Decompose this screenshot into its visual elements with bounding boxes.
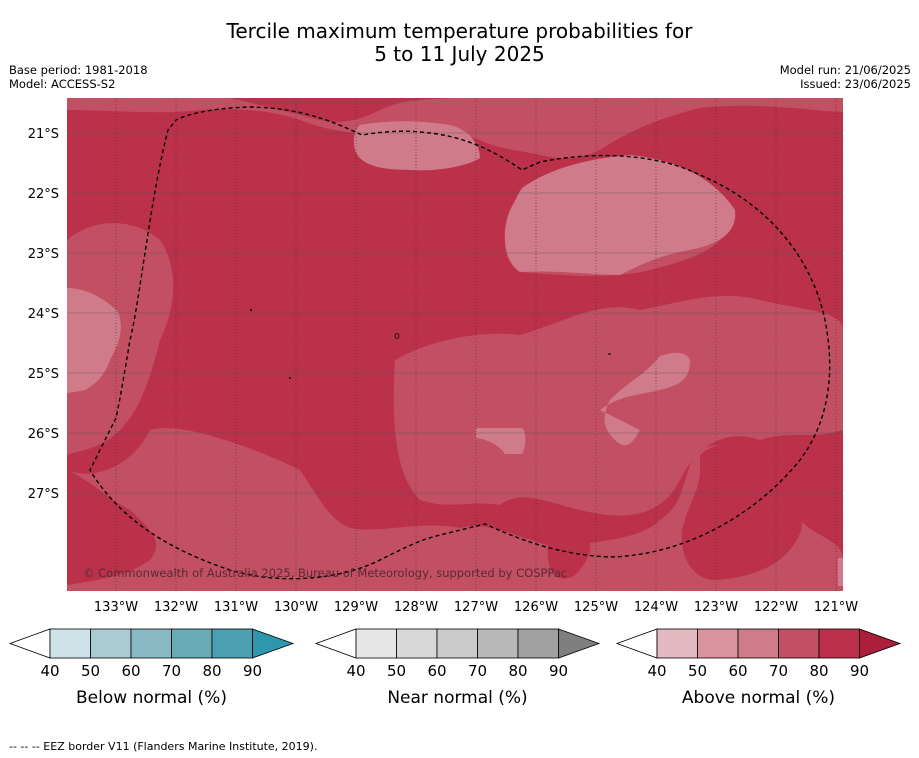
field-above-70-south: [67, 428, 843, 591]
colorbar-segment: [778, 628, 820, 659]
colorbar-segment: [355, 628, 397, 659]
colorbar-segment: [656, 628, 698, 659]
lon-label: 123°W: [694, 600, 738, 615]
field-above-70-west: [67, 223, 174, 455]
lon-label: 126°W: [514, 600, 558, 615]
colorbar-tick: 90: [850, 662, 869, 680]
colorbar-tick: 50: [688, 662, 707, 680]
field-above-80-sw: [67, 470, 157, 585]
lat-label: 22°S: [28, 187, 59, 202]
lat-label: 25°S: [28, 367, 59, 382]
lon-label: 132°W: [154, 600, 198, 615]
latitude-labels: 21°S 22°S 23°S 24°S 25°S 26°S 27°S: [28, 127, 59, 502]
field-above-60-west: [67, 288, 121, 393]
lon-label: 122°W: [754, 600, 798, 615]
lon-label: 130°W: [274, 600, 318, 615]
island-marker: [250, 309, 252, 311]
colorbar-segment: [436, 628, 478, 659]
issued-text: Issued: 23/06/2025: [800, 77, 911, 91]
lon-label: 124°W: [634, 600, 678, 615]
colorbar-extend-low: [8, 628, 51, 659]
field-above-70-center: [393, 295, 843, 516]
colorbar-tick: 40: [647, 662, 666, 680]
island-marker: [289, 377, 291, 379]
chart-title: Tercile maximum temperature probabilitie…: [0, 20, 919, 66]
lon-label: 133°W: [94, 600, 138, 615]
lat-label: 24°S: [28, 307, 59, 322]
colorbar-segment: [737, 628, 779, 659]
colorbar-extend-high: [558, 628, 601, 659]
colorbar-tick: 50: [387, 662, 406, 680]
field-above-60-north: [353, 121, 480, 171]
colorbar-segment: [49, 628, 91, 659]
meta-left: Base period: 1981-2018 Model: ACCESS-S2: [9, 63, 148, 91]
colorbar-title: Near normal (%): [387, 688, 527, 708]
colorbar-tick: 80: [809, 662, 828, 680]
colorbar-segment: [477, 628, 519, 659]
field-above-80-south-center: [547, 525, 591, 579]
colorbar-title: Below normal (%): [76, 688, 227, 708]
model-run-text: Model run: 21/06/2025: [779, 63, 911, 77]
lat-label: 26°S: [28, 427, 59, 442]
colorbar-tick: 40: [40, 662, 59, 680]
colorbar-segment: [818, 628, 860, 659]
title-line-1: Tercile maximum temperature probabilitie…: [226, 19, 693, 43]
colorbar-extend-high: [859, 628, 902, 659]
field-above-60-patch: [476, 428, 526, 454]
colorbar-below: 40 50 60 70 80 90 Below normal (%): [8, 628, 295, 708]
base-period-text: Base period: 1981-2018: [9, 63, 148, 77]
colorbar-tick: 90: [243, 662, 262, 680]
lon-label: 129°W: [334, 600, 378, 615]
colorbar-segment: [211, 628, 253, 659]
lat-label: 27°S: [28, 487, 59, 502]
colorbar-tick: 60: [728, 662, 747, 680]
colorbar-extend-low: [615, 628, 658, 659]
colorbar-segment: [697, 628, 739, 659]
eez-footnote: -- -- -- EEZ border V11 (Flanders Marine…: [9, 740, 318, 753]
colorbar-tick: 80: [508, 662, 527, 680]
field-above-60-ne: [504, 155, 736, 275]
colorbar-segment: [171, 628, 213, 659]
colorbar-tick: 60: [427, 662, 446, 680]
probability-field: [67, 98, 843, 591]
colorbar-tick: 70: [162, 662, 181, 680]
colorbar-tick: 70: [468, 662, 487, 680]
colorbar-segment: [396, 628, 438, 659]
lat-label: 21°S: [28, 127, 59, 142]
lon-label: 128°W: [394, 600, 438, 615]
island-marker: [394, 333, 400, 339]
lon-label: 121°W: [814, 600, 858, 615]
field-above-80-se: [681, 443, 802, 580]
lon-label: 131°W: [214, 600, 258, 615]
colorbar-tick: 40: [346, 662, 365, 680]
colorbar-near: 40 50 60 70 80 90 Near normal (%): [314, 628, 601, 708]
field-above-60-center: [600, 352, 690, 446]
colorbar-tick: 90: [549, 662, 568, 680]
colorbar-extend-high: [252, 628, 295, 659]
colorbar-title: Above normal (%): [682, 688, 835, 708]
colorbar-segment: [90, 628, 132, 659]
map-figure: 21°S 22°S 23°S 24°S 25°S 26°S 27°S 133°W…: [8, 98, 902, 708]
lat-label: 23°S: [28, 247, 59, 262]
colorbar-tick: 50: [81, 662, 100, 680]
title-line-2: 5 to 11 July 2025: [374, 42, 545, 66]
colorbar-extend-low: [314, 628, 357, 659]
lon-label: 125°W: [574, 600, 618, 615]
colorbar-segment: [130, 628, 172, 659]
lon-label: 127°W: [454, 600, 498, 615]
longitude-labels: 133°W 132°W 131°W 130°W 129°W 128°W 127°…: [94, 600, 858, 615]
meta-right: Model run: 21/06/2025 Issued: 23/06/2025: [780, 63, 911, 91]
colorbar-tick: 80: [202, 662, 221, 680]
model-text: Model: ACCESS-S2: [9, 77, 116, 91]
gridlines: [67, 98, 843, 591]
colorbar-segment: [517, 628, 559, 659]
colorbar-tick: 70: [769, 662, 788, 680]
field-above-60-edge: [838, 558, 843, 586]
copyright-text: © Commonwealth of Australia 2025, Bureau…: [83, 566, 567, 580]
colorbar-above: 40 50 60 70 80 90 Above normal (%): [615, 628, 902, 708]
colorbar-tick: 60: [121, 662, 140, 680]
